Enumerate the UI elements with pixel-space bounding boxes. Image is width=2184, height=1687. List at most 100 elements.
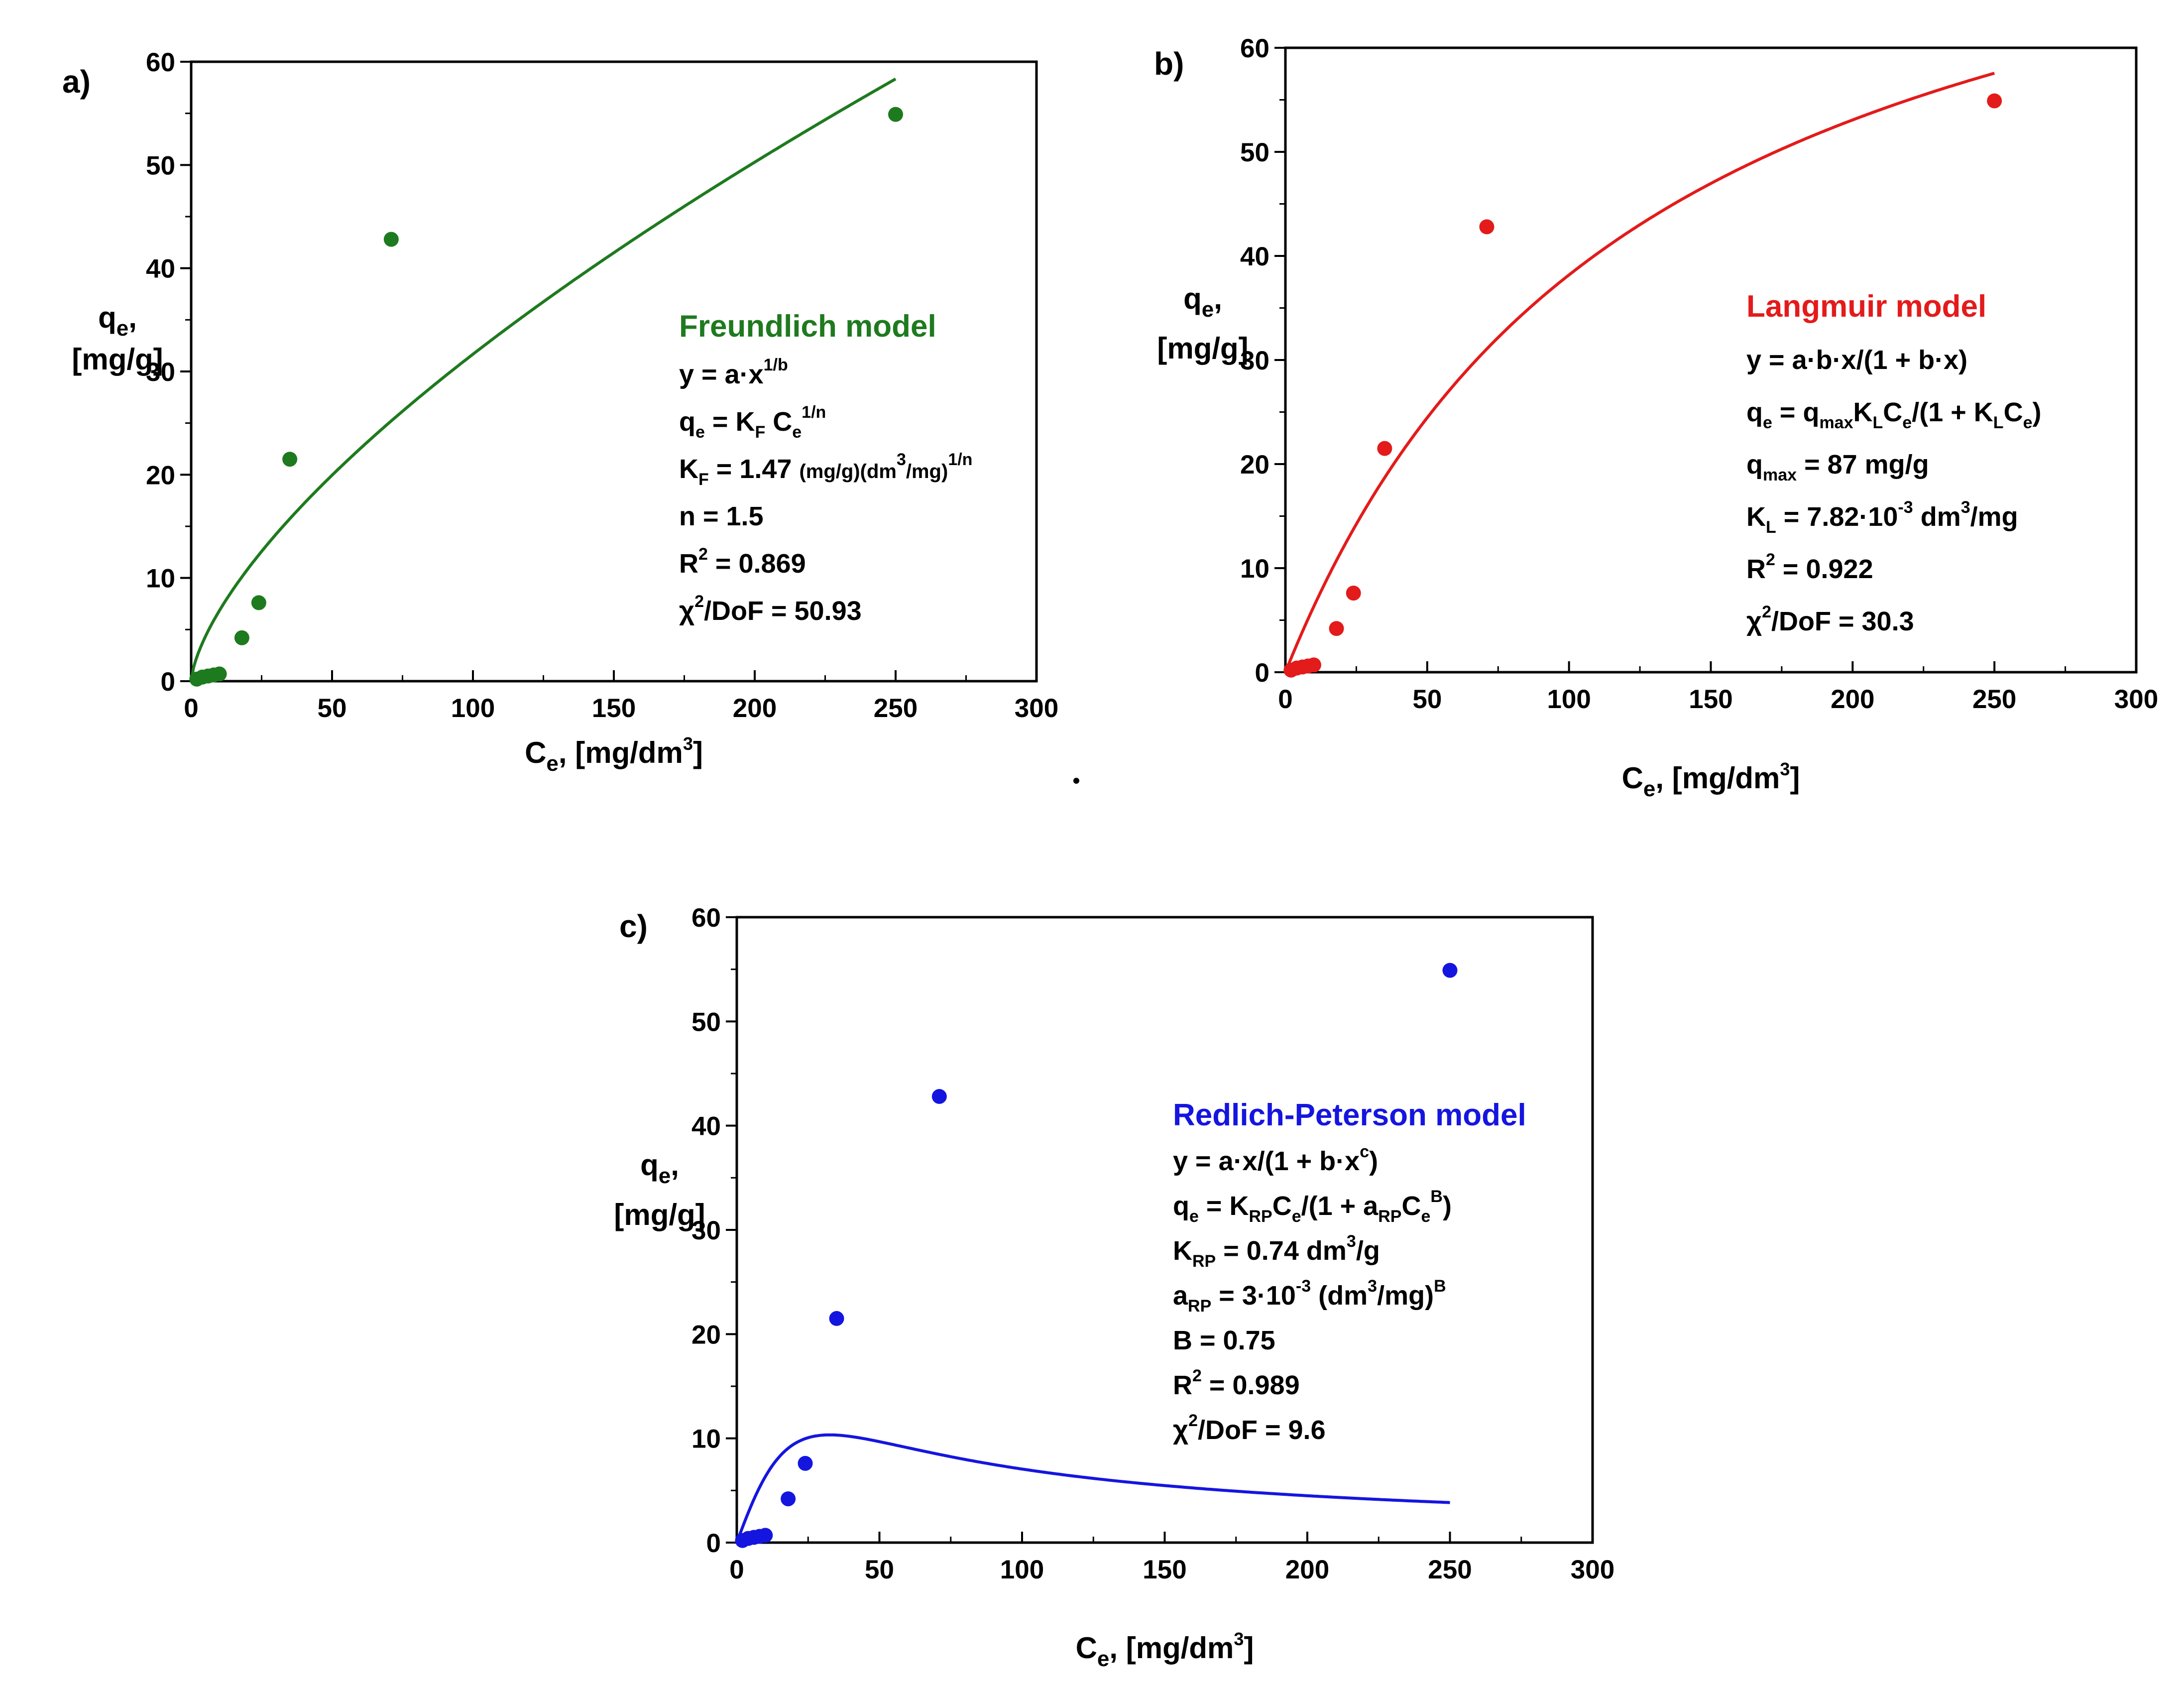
text-run: χ xyxy=(679,596,694,626)
x-tick-label: 50 xyxy=(1412,685,1442,714)
text-run: = 87 mg/g xyxy=(1797,450,1929,480)
y-tick-label: 20 xyxy=(146,461,175,490)
x-axis-label-sup: 3 xyxy=(1234,1629,1244,1649)
y-tick-label: 20 xyxy=(691,1320,721,1349)
equation-line: χ2/DoF = 9.6 xyxy=(1173,1411,1326,1445)
y-axis-label-main: q xyxy=(640,1148,659,1182)
x-axis-label-sub: e xyxy=(546,751,558,776)
data-point xyxy=(781,1491,796,1507)
text-sup: 1/b xyxy=(764,356,788,374)
text-small: /mg) xyxy=(906,461,948,482)
text-run: dm xyxy=(1913,502,1961,532)
panel-label: c) xyxy=(619,908,648,944)
data-point xyxy=(829,1311,844,1326)
y-tick-label: 40 xyxy=(691,1112,721,1141)
text-run: /DoF = 30.3 xyxy=(1771,606,1914,636)
text-sub: RP xyxy=(1249,1207,1272,1226)
x-axis-label: Ce, [mg/dm3] xyxy=(525,733,703,776)
x-axis-label-tail: , [mg/dm xyxy=(1655,761,1780,795)
x-axis-label-sup: 3 xyxy=(683,733,693,754)
plot-frame xyxy=(735,916,1594,1544)
y-axis-label-sub: e xyxy=(116,316,128,341)
text-run: ) xyxy=(1369,1146,1378,1176)
x-tick-label: 0 xyxy=(1278,685,1292,714)
text-sup: 2 xyxy=(1766,550,1775,569)
text-run: = 3·10 xyxy=(1211,1281,1296,1311)
x-axis-label-tail: , [mg/dm xyxy=(559,736,683,769)
text-sub: F xyxy=(755,423,765,442)
x-tick-label: 100 xyxy=(1547,685,1591,714)
x-tick-label: 200 xyxy=(1831,685,1874,714)
y-axis-label-tail: , xyxy=(671,1148,679,1182)
x-tick-label: 50 xyxy=(318,694,347,723)
equation-line: KRP = 0.74 dm3/g xyxy=(1173,1232,1380,1271)
text-run: /g xyxy=(1356,1236,1380,1266)
text-run: = K xyxy=(1199,1191,1249,1221)
equation-line: KF = 1.47 (mg/g)(dm3/mg)1/n xyxy=(679,450,972,489)
equation-line: y = a·x1/b xyxy=(679,356,788,389)
text-run: = 0.922 xyxy=(1775,554,1873,584)
y-tick-label: 50 xyxy=(1240,138,1269,167)
y-axis-unit: [mg/g] xyxy=(1157,332,1248,365)
text-run: /mg) xyxy=(1377,1281,1434,1311)
equation-line: R2 = 0.869 xyxy=(679,545,806,579)
text-run: = K xyxy=(705,407,755,437)
text-sub: e xyxy=(792,423,802,442)
text-run: R xyxy=(1173,1370,1192,1400)
y-tick-label: 30 xyxy=(146,358,175,387)
y-tick-label: 40 xyxy=(1240,242,1269,271)
text-sup: 2 xyxy=(1762,602,1771,621)
data-point xyxy=(1987,93,2002,109)
x-tick-label: 250 xyxy=(1972,685,2016,714)
equation-line: qe = qmaxKLCe/(1 + KLCe) xyxy=(1746,397,2041,432)
equation-line: B = 0.75 xyxy=(1173,1326,1275,1355)
text-run: y = a·x xyxy=(679,360,764,389)
y-tick-label: 10 xyxy=(146,564,175,594)
x-tick-label: 250 xyxy=(1428,1555,1472,1584)
x-axis-label-main: C xyxy=(1622,761,1643,795)
equation-line: χ2/DoF = 30.3 xyxy=(1746,602,1914,636)
y-tick-label: 20 xyxy=(1240,450,1269,480)
x-tick-label: 100 xyxy=(1000,1555,1044,1584)
text-run: = 0.989 xyxy=(1202,1370,1300,1400)
y-tick-label: 30 xyxy=(691,1216,721,1245)
text-sup: 3 xyxy=(1347,1232,1356,1251)
y-tick-label: 0 xyxy=(1255,658,1269,688)
x-tick-label: 200 xyxy=(733,694,777,723)
text-small: (mg/g)(dm xyxy=(799,461,897,482)
data-point xyxy=(282,452,298,467)
data-point xyxy=(251,595,266,610)
text-sub: max xyxy=(1763,466,1797,484)
equation-line: qe = KF Ce1/n xyxy=(679,403,826,442)
data-point xyxy=(931,1089,947,1104)
text-sup: 3 xyxy=(1961,498,1970,517)
text-sub: e xyxy=(1421,1207,1430,1226)
x-axis-label: Ce, [mg/dm3] xyxy=(1076,1629,1254,1671)
panel-label: b) xyxy=(1154,46,1184,82)
model-name: Langmuir model xyxy=(1746,289,1986,324)
y-axis-label: qe, xyxy=(98,301,137,341)
y-axis-label-tail: , xyxy=(128,301,137,334)
x-tick-label: 300 xyxy=(1571,1555,1614,1584)
x-tick-label: 150 xyxy=(1689,685,1732,714)
x-axis-label-sub: e xyxy=(1643,777,1655,801)
chart-panel-3: 0 50 100 150 200 250 3000102030405060c)qe,[mg/… xyxy=(614,903,1614,1671)
plot-frame xyxy=(190,60,1038,683)
text-run: y = a·b·x/(1 + b·x) xyxy=(1746,345,1967,375)
y-axis-label-main: q xyxy=(1183,282,1202,315)
y-tick-label: 50 xyxy=(691,1007,721,1037)
model-name: Freundlich model xyxy=(679,309,936,344)
model-name: Redlich-Peterson model xyxy=(1173,1098,1526,1132)
fit-curve xyxy=(1284,72,1995,673)
data-point xyxy=(1479,219,1494,235)
text-run: C xyxy=(1272,1191,1292,1221)
equation-line: aRP = 3·10-3 (dm3/mg)B xyxy=(1173,1277,1446,1316)
text-sub: RP xyxy=(1378,1207,1401,1226)
text-sub: e xyxy=(1902,413,1912,432)
y-tick-label: 10 xyxy=(691,1425,721,1454)
x-tick-label: 200 xyxy=(1285,1555,1329,1584)
equation-line: χ2/DoF = 50.93 xyxy=(679,592,862,626)
text-run: (dm xyxy=(1311,1281,1368,1311)
text-sup: -3 xyxy=(1898,498,1913,517)
text-run: y = a·x/(1 + b·x xyxy=(1173,1146,1360,1176)
